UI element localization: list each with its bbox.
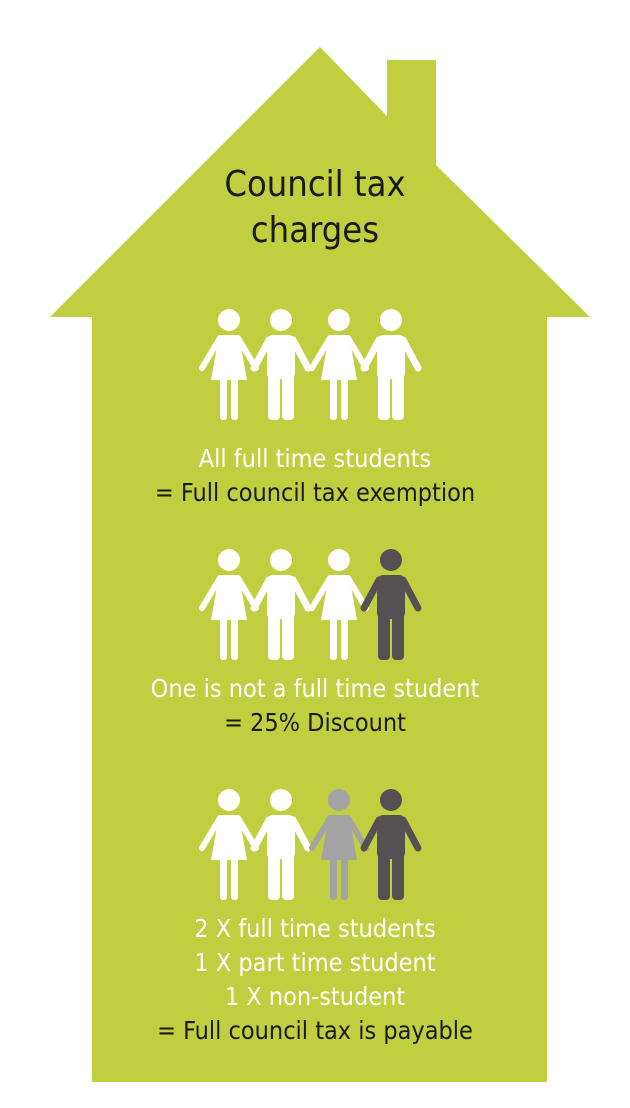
scenario-description: 1 X non-student <box>224 982 406 1011</box>
title-line: Council tax <box>224 164 406 205</box>
male-person-icon <box>360 309 422 420</box>
male-person-icon <box>360 549 422 660</box>
scenario-description: 2 X full time students <box>194 914 436 943</box>
female-person-icon <box>199 309 259 420</box>
female-person-icon <box>199 789 259 900</box>
female-person-icon <box>309 789 369 900</box>
male-person-icon <box>250 789 312 900</box>
scenario-result: = 25% Discount <box>224 708 406 737</box>
male-person-icon <box>360 789 422 900</box>
people-icons <box>199 549 422 660</box>
title-line: charges <box>250 210 380 251</box>
scenario-description: One is not a full time student <box>150 674 480 703</box>
female-person-icon <box>309 549 369 660</box>
page-title: Council tax charges <box>0 162 630 254</box>
scenario-description: All full time students <box>198 444 432 473</box>
scenario-result: = Full council tax is payable <box>157 1016 473 1045</box>
female-person-icon <box>309 309 369 420</box>
scenario-result: = Full council tax exemption <box>154 478 476 507</box>
female-person-icon <box>199 549 259 660</box>
male-person-icon <box>250 549 312 660</box>
people-icons <box>199 309 422 420</box>
male-person-icon <box>250 309 312 420</box>
people-icons <box>199 789 422 900</box>
scenario-description: 1 X part time student <box>194 948 436 977</box>
